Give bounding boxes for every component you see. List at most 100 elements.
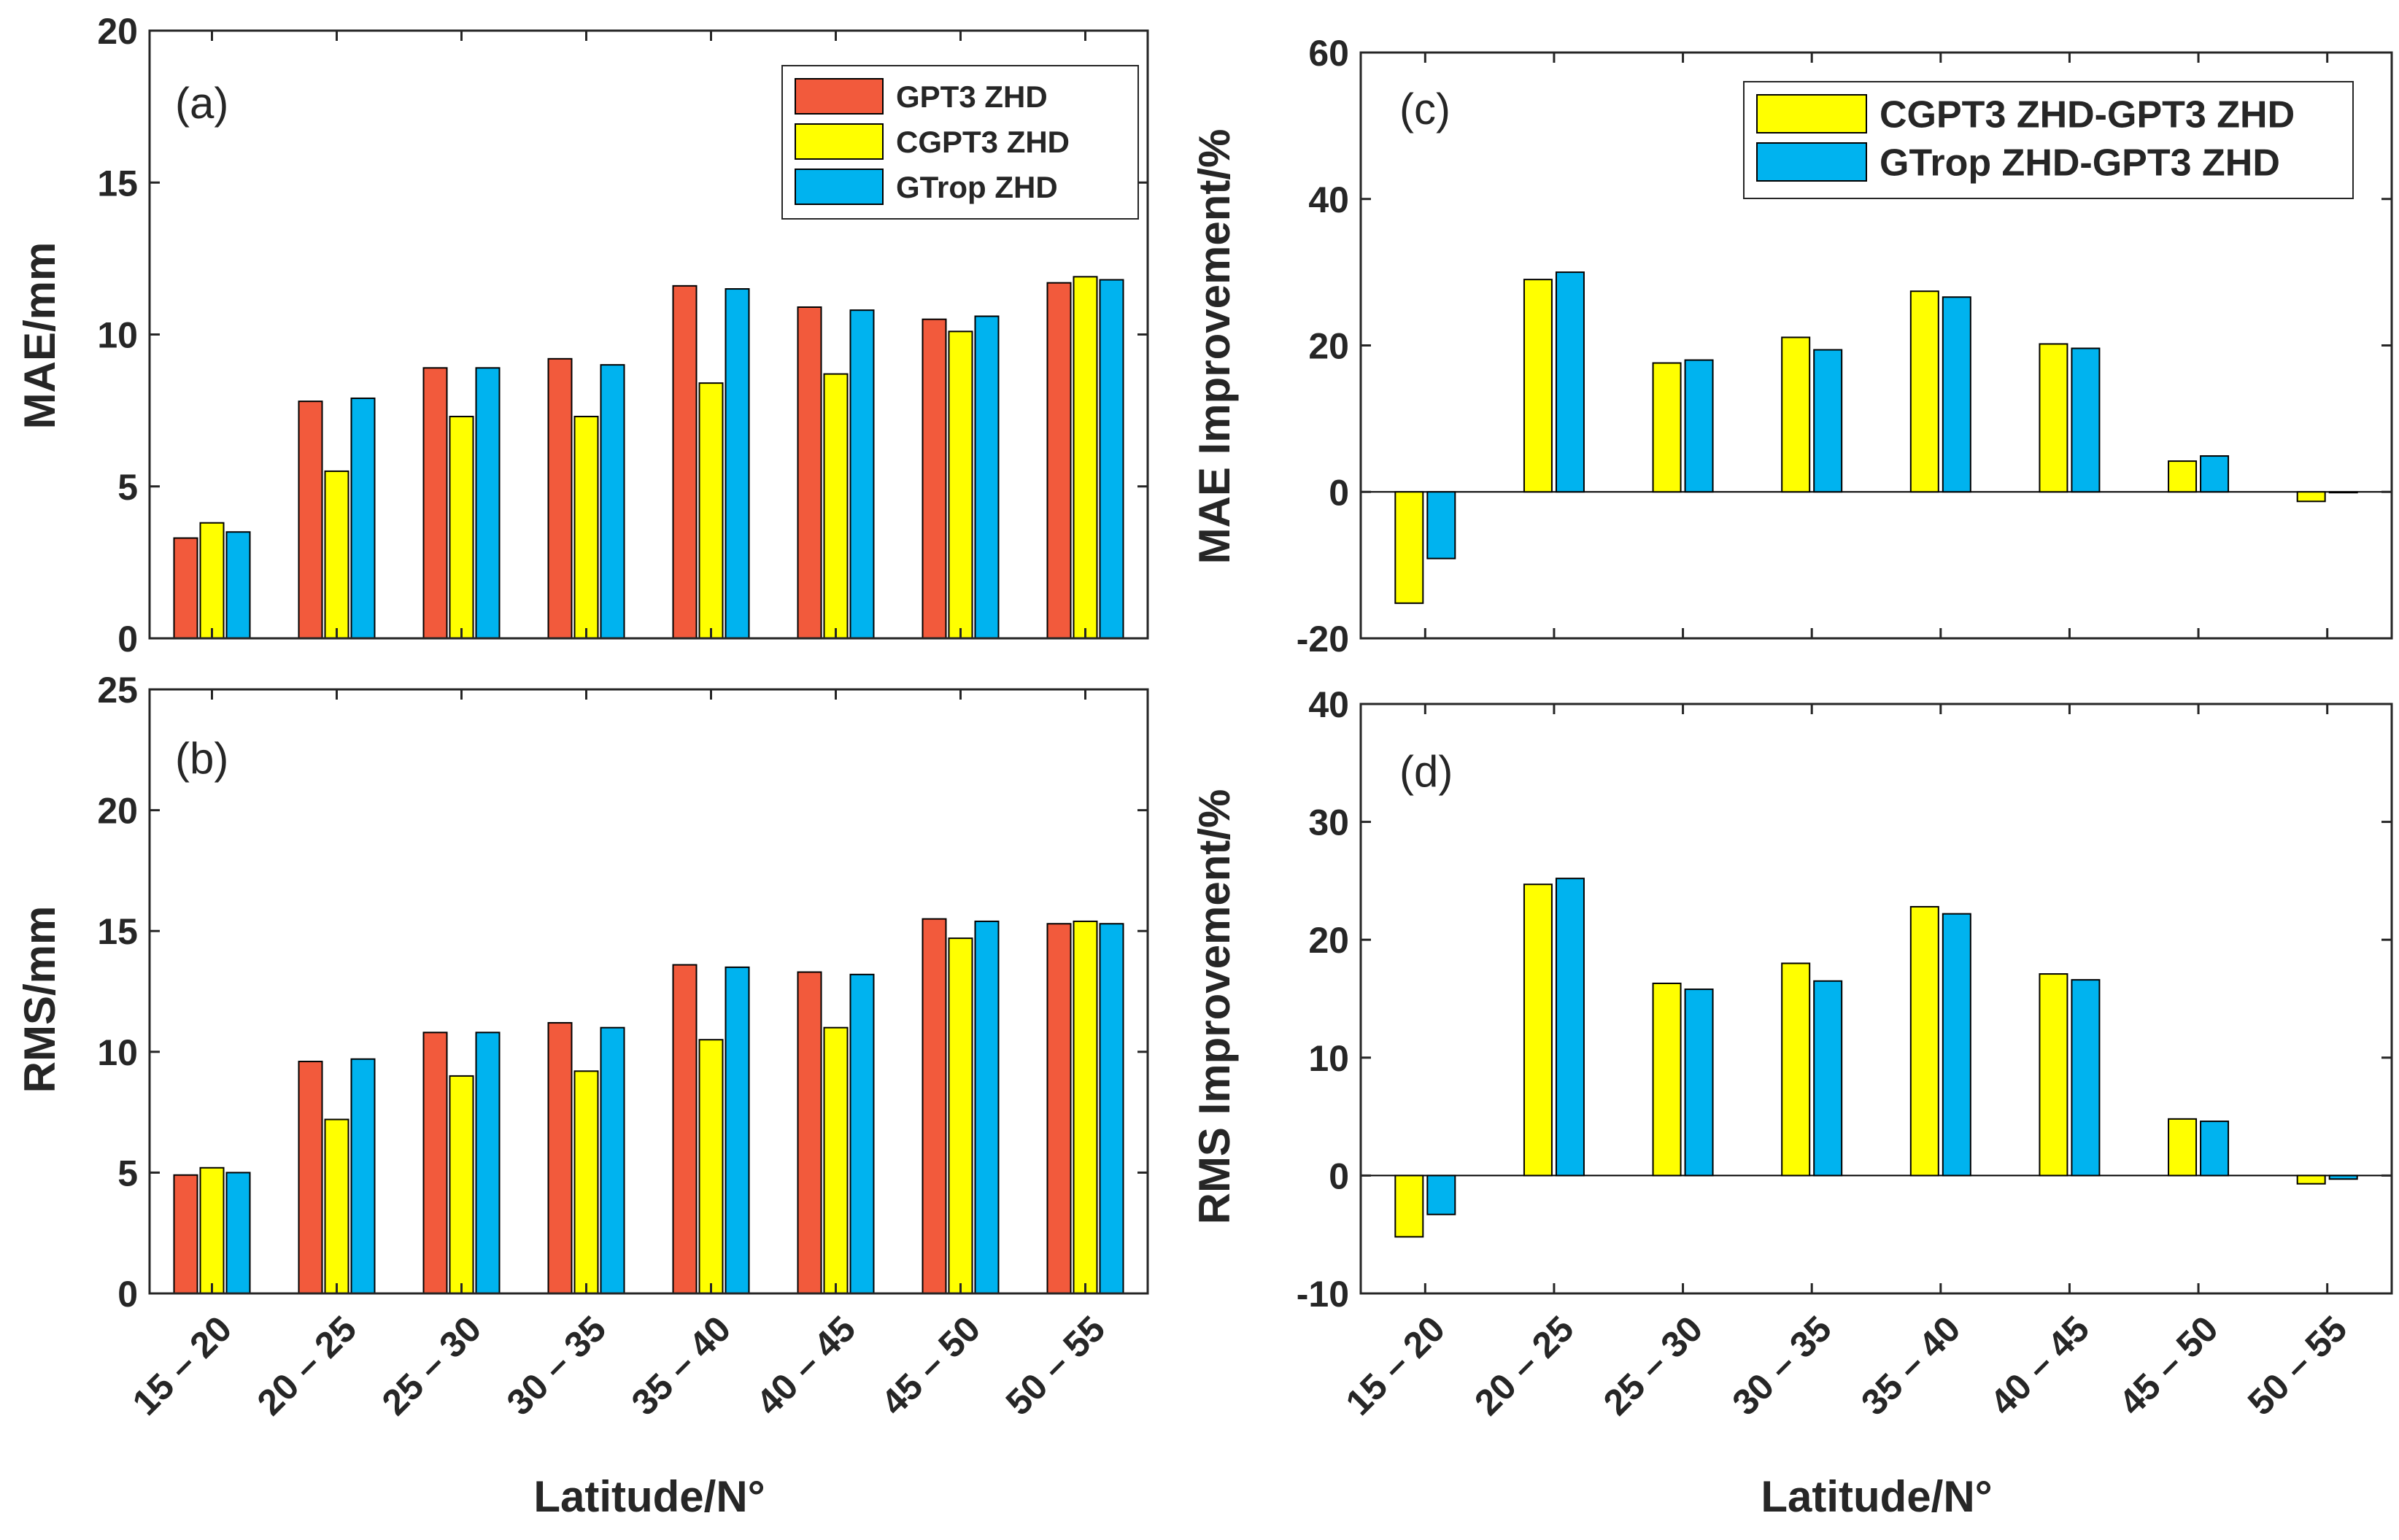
panel-b-bar-gtrop-8 [1099,923,1124,1295]
panel-b-xtick-label: 25 – 30 [374,1308,490,1423]
panel-a-bar-gtrop-7 [974,315,1000,639]
panel-c-ytick-label: -20 [1297,619,1349,659]
panel-a-legend-swatch-cgpt3 [795,123,884,160]
panel-b-bar-gtrop-2 [350,1058,376,1294]
panel-b-plot-frame [148,688,1149,1295]
panel-c-bar-gtrop-1 [1426,491,1456,560]
panel-d-bar-cgpt3-3 [1652,982,1682,1177]
panel-a-bar-gpt3-8 [1046,282,1072,639]
panel-a-bar-gtrop-4 [600,364,625,639]
panel-d-xtick-label: 50 – 55 [2240,1308,2355,1423]
panel-b-xtick-label: 20 – 25 [250,1308,365,1423]
panel-b-bar-gpt3-7 [922,918,947,1294]
panel-b-ytick-label: 5 [117,1153,138,1193]
panel-a-legend-swatch-gpt3 [795,78,884,115]
panel-d-xtick-label: 15 – 20 [1338,1308,1453,1423]
panel-d-y-axis-title: RMS Improvement/% [1190,789,1239,1225]
panel-d-bar-cgpt3-7 [2168,1118,2198,1177]
panel-a-bar-cgpt3-3 [449,415,474,640]
panel-b-bar-gpt3-2 [298,1061,323,1294]
panel-d-bar-gtrop-4 [1813,980,1843,1177]
panel-d-ytick-label: 40 [1308,684,1349,725]
panel-d-bar-cgpt3-5 [1909,905,1939,1177]
panel-d-xtick-label: 30 – 35 [1724,1308,1839,1423]
panel-b-bar-cgpt3-8 [1073,920,1098,1295]
panel-c-label: (c) [1399,85,1450,134]
panel-c-bar-cgpt3-1 [1394,491,1424,604]
panel-b-xtick-label: 15 – 20 [125,1308,240,1423]
panel-a-ytick-label: 10 [97,315,138,356]
panel-d-bar-gtrop-6 [2071,979,2101,1177]
panel-a-bar-cgpt3-8 [1073,276,1098,639]
panel-c-bar-gtrop-3 [1684,359,1714,493]
panel-b-bar-gpt3-4 [547,1022,573,1295]
panel-c-bar-cgpt3-8 [2296,491,2326,503]
panel-b-bar-cgpt3-3 [449,1075,474,1295]
panel-b-xtick-label: 50 – 55 [998,1308,1113,1423]
panel-b-bar-gtrop-6 [849,973,875,1295]
panel-a-bar-cgpt3-2 [324,470,349,639]
panel-d-bar-cgpt3-2 [1523,883,1553,1177]
panel-d-xtick-label: 45 – 50 [2111,1308,2226,1423]
panel-a-bar-gtrop-5 [725,288,750,639]
panel-b-bar-cgpt3-7 [948,937,973,1294]
panel-b-y-axis-title: RMS/mm [15,906,64,1094]
panel-a-legend-swatch-gtrop [795,169,884,205]
panel-c-bar-gtrop-6 [2071,347,2101,493]
panel-a-bar-cgpt3-5 [698,382,724,639]
panel-c-bar-gtrop-5 [1942,296,1971,493]
panel-d-ytick-label: 30 [1308,802,1349,843]
panel-a-bar-gtrop-6 [849,309,875,639]
panel-d-bar-cgpt3-4 [1781,962,1811,1177]
panel-c-bar-gtrop-4 [1813,349,1843,493]
panel-b-ytick-label: 0 [117,1274,138,1315]
panel-a-bar-gpt3-7 [922,318,947,639]
right-x-axis-title: Latitude/N° [1761,1472,1992,1521]
panel-b-ytick-label: 20 [97,791,138,832]
panel-a-bar-gpt3-1 [173,537,198,639]
panel-b-bar-cgpt3-5 [698,1039,724,1294]
panel-b-bar-gpt3-5 [672,964,698,1294]
panel-a-bar-gpt3-6 [797,306,822,639]
panel-c-bar-gtrop-2 [1555,271,1585,493]
panel-a-bar-cgpt3-7 [948,330,973,639]
panel-c-axes: -20 0 20 40 60 [1297,33,2393,659]
panel-a-legend-label-gtrop: GTrop ZHD [896,170,1058,204]
panel-b-bar-cgpt3-1 [199,1166,225,1294]
panel-b-xtick-label: 40 – 45 [749,1308,864,1423]
panel-a-bars [173,276,1124,640]
panel-a-bar-gpt3-3 [422,367,448,639]
panel-c-bar-gtrop-7 [2200,455,2230,493]
panel-d-axes: -10 0 10 20 30 40 15 – 20 20 – 25 25 – 30 30 – 35… [1297,684,2393,1423]
panel-a-label: (a) [175,79,228,128]
panel-a-bar-gpt3-5 [672,285,698,639]
panel-b-ytick-label: 15 [97,911,138,952]
panel-c-bar-cgpt3-6 [2039,343,2068,493]
panel-b-rms: 0 5 10 15 20 25 15 – 20 20 – 25 25 – 30 30 – 35 35… [15,670,1149,1423]
panel-c-y-axis-title: MAE Improvement/% [1190,129,1239,565]
panel-b-bar-gtrop-1 [225,1172,251,1295]
panel-a-ytick-label: 20 [97,11,138,52]
panel-a-bar-cgpt3-4 [573,415,599,640]
panel-c-ytick-label: 0 [1329,472,1349,513]
panel-a-legend-label-gpt3: GPT3 ZHD [896,80,1048,114]
panel-b-bar-gtrop-3 [475,1032,501,1294]
panel-a-bar-cgpt3-1 [199,522,225,639]
panel-a-ytick-label: 0 [117,619,138,659]
panel-b-label: (b) [175,734,228,783]
panel-d-xtick-label: 20 – 25 [1467,1308,1582,1423]
panel-b-bar-gpt3-1 [173,1174,198,1295]
panel-d-bar-gtrop-2 [1555,878,1585,1177]
panel-d-bar-gtrop-5 [1942,913,1971,1177]
panel-a-bar-gtrop-2 [350,397,376,640]
panel-a-bar-gpt3-4 [547,357,573,639]
panel-d-xtick-label: 25 – 30 [1596,1308,1711,1423]
panel-d-rms-improvement: -10 0 10 20 30 40 15 – 20 20 – 25 25 – 30 30 – 35… [1190,684,2393,1423]
panel-a-mae: 0 5 10 15 20 (a) MAE/mm GPT3 ZHD CGPT3 ZHD GTr… [15,11,1149,659]
panel-d-label: (d) [1399,747,1453,796]
panel-b-bar-gpt3-8 [1046,923,1072,1295]
panel-c-legend-swatch-gtrop [1756,142,1867,182]
panel-a-bar-gpt3-2 [298,401,323,639]
panel-c-bar-cgpt3-7 [2168,460,2198,493]
panel-c-ytick-label: 40 [1308,179,1349,220]
